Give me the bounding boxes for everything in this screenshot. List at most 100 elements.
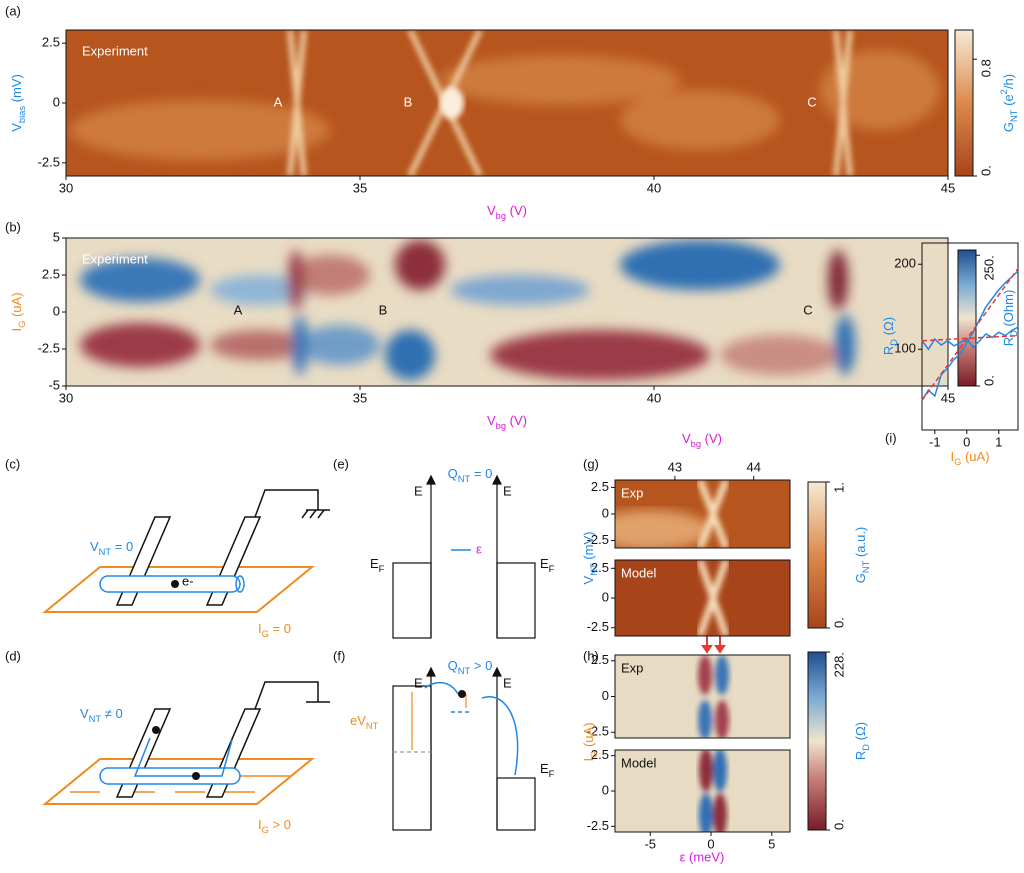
text-segment: F — [379, 564, 385, 574]
text-segment: G — [17, 321, 27, 328]
text-segment: V — [9, 123, 24, 132]
annotation: Experiment — [82, 251, 148, 266]
y-tick-label: 0 — [53, 303, 60, 318]
text-segment: (Ω) — [881, 317, 896, 339]
colorbar-tick-label: 228. — [831, 652, 846, 677]
x-tick-label: 30 — [59, 390, 73, 405]
text-segment: (mV) — [581, 532, 596, 564]
x-tick-label: 1 — [995, 434, 1002, 449]
text-segment: V — [682, 431, 691, 446]
colorbar-tick-label: 0. — [831, 617, 846, 628]
text-segment: G — [1001, 122, 1016, 132]
text-segment: (uA) — [581, 722, 596, 750]
diagram-text: EF — [540, 761, 555, 779]
diagram-text: E — [503, 675, 512, 690]
text-segment: Q — [448, 658, 458, 673]
plot-label: Exp — [621, 660, 643, 675]
text-segment: NT — [89, 714, 102, 724]
diagram-text: EF — [370, 556, 385, 574]
colorbar-tick-label: 0. — [978, 165, 993, 176]
y-axis-label: Vbias (mV) — [9, 74, 27, 132]
text-segment: bias — [17, 106, 27, 123]
text-segment: NT — [458, 474, 471, 484]
y-tick-label: 2.5 — [591, 652, 609, 667]
text-segment: R — [853, 751, 868, 760]
text-segment: NT — [366, 721, 379, 731]
diagram-text: QNT > 0 — [448, 658, 493, 676]
x-tick-label: 35 — [353, 180, 367, 195]
text-segment: V — [80, 706, 89, 721]
y-tick-label: 0 — [602, 505, 609, 520]
colorbar-label: GNT (a.u.) — [853, 527, 871, 584]
diagram-text: E — [414, 483, 423, 498]
panel-label: (c) — [5, 456, 20, 471]
text-segment: bg — [496, 211, 506, 221]
heatmap-g-exp — [590, 480, 790, 550]
colorbar — [955, 30, 973, 176]
text-segment: V — [487, 413, 496, 428]
y-tick-label: -2.5 — [38, 154, 60, 169]
x-tick-label: 30 — [59, 180, 73, 195]
marker-label: C — [807, 94, 816, 109]
text-segment: NT — [861, 560, 871, 573]
text-segment: (V) — [506, 203, 527, 218]
x-tick-label: 45 — [941, 180, 955, 195]
text-segment: V — [487, 203, 496, 218]
y-tick-label: 0 — [53, 94, 60, 109]
colorbar-tick-label: 1. — [831, 482, 846, 493]
colorbar-tick-label: 0.8 — [978, 59, 993, 77]
text-segment: (mV) — [9, 74, 24, 106]
diagram-text: VNT = 0 — [90, 539, 133, 557]
text-segment: bg — [691, 439, 701, 449]
text-segment: NT — [1009, 109, 1019, 122]
diagram-text: ε — [476, 541, 482, 556]
panel-label: (i) — [885, 430, 897, 445]
text-segment: (Ω) — [853, 722, 868, 744]
text-segment: F — [549, 769, 555, 779]
y-tick-label: 200 — [894, 256, 916, 271]
diagram-text: IG > 0 — [258, 817, 291, 835]
diagram-text: QNT = 0 — [448, 466, 493, 484]
colorbar-tick-label: 0. — [981, 375, 996, 386]
colorbar-label: RD (Ω) — [853, 722, 871, 760]
x-tick-label: 43 — [668, 459, 682, 474]
text-segment: G — [262, 629, 269, 639]
text-segment: G — [262, 825, 269, 835]
text-segment: E — [370, 556, 379, 571]
text-segment: (e — [1001, 94, 1016, 109]
text-segment: (a.u.) — [853, 527, 868, 561]
text-segment: NT — [99, 547, 112, 557]
marker-label: A — [274, 94, 283, 109]
y-tick-label: -2.5 — [587, 619, 609, 634]
text-segment: bg — [496, 421, 506, 431]
marker-label: B — [404, 94, 413, 109]
y-tick-label: 0 — [602, 589, 609, 604]
x-tick-label: 35 — [353, 390, 367, 405]
colorbar-tick-label: 0. — [831, 819, 846, 830]
diagram-text: IG = 0 — [258, 621, 291, 639]
marker-label: A — [234, 302, 243, 317]
diagram-text: E — [503, 483, 512, 498]
text-segment: (Ohm) — [1001, 290, 1016, 330]
marker-label: B — [379, 302, 388, 317]
text-segment: = 0 — [111, 539, 133, 554]
text-segment: (uA) — [9, 292, 24, 320]
diagram-text: VNT ≠ 0 — [80, 706, 123, 724]
heatmap-b — [66, 238, 948, 386]
text-segment: G — [954, 457, 961, 467]
diagram-e — [393, 476, 535, 638]
y-tick-label: -5 — [48, 377, 60, 392]
panel-label: (d) — [5, 648, 21, 663]
text-segment: R — [881, 346, 896, 355]
x-tick-label: 40 — [647, 390, 661, 405]
text-segment: G — [589, 751, 599, 758]
colorbar — [808, 482, 826, 628]
text-segment: V — [581, 575, 596, 584]
y-tick-label: 2.5 — [42, 266, 60, 281]
y-tick-label: -2.5 — [38, 340, 60, 355]
text-segment: ≠ 0 — [101, 706, 123, 721]
text-segment: = 0 — [470, 466, 492, 481]
panel-label: (a) — [5, 3, 21, 18]
annotation: Experiment — [82, 43, 148, 58]
x-axis-label: Vbg (V) — [487, 203, 527, 221]
